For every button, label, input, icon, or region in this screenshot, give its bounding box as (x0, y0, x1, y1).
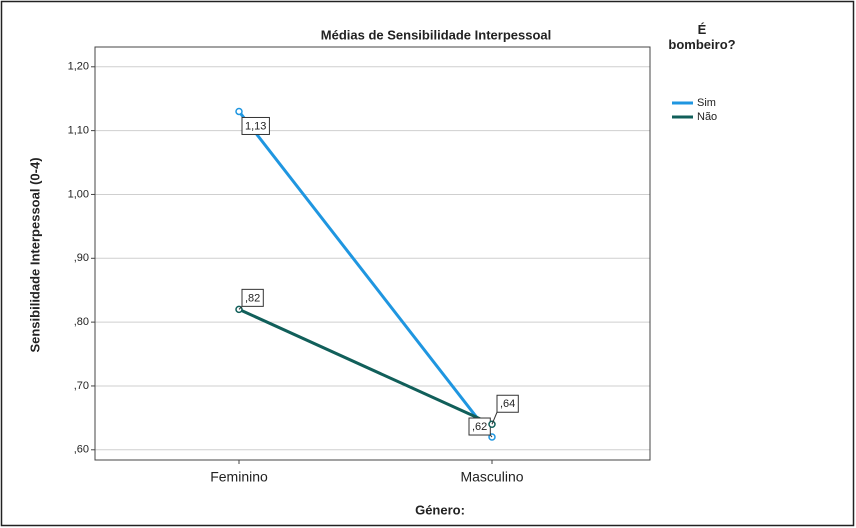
data-label-box (241, 116, 270, 135)
legend-title: É bombeiro? (668, 22, 736, 52)
data-label: ,62 (468, 417, 493, 438)
data-label: ,82 (238, 288, 264, 310)
plot-frame (94, 46, 651, 461)
chart-title: Médias de Sensibilidade Interpessoal (321, 27, 551, 42)
data-label: ,64 (491, 394, 519, 425)
y-tick-label: ,80 (74, 316, 89, 328)
x-axis-label: Género: (415, 502, 465, 517)
data-label-text: ,64 (500, 398, 515, 410)
series-line (237, 110, 494, 438)
y-tick-label: 1,20 (68, 61, 89, 73)
x-tick-label: Masculino (460, 469, 523, 485)
legend-label: Sim (697, 97, 716, 109)
data-label-box (241, 288, 264, 307)
y-tick-label: ,60 (74, 444, 89, 456)
legend-label: Não (697, 111, 717, 123)
data-label-leader (238, 306, 243, 310)
data-label-leader (491, 412, 498, 425)
y-tick-label: ,70 (74, 380, 89, 392)
y-tick-label: 1,00 (68, 188, 89, 200)
data-label-text: ,82 (245, 292, 260, 304)
y-axis-label: Sensibilidade Interpessoal (0-4) (27, 157, 42, 352)
series-line (238, 307, 493, 426)
data-label-text: ,62 (472, 421, 487, 433)
x-tick-label: Feminino (210, 469, 268, 485)
point-marker (235, 107, 243, 116)
data-label-leader (489, 434, 493, 438)
data-label-text: 1,13 (245, 120, 266, 132)
data-label-box (496, 394, 519, 413)
data-label: 1,13 (241, 116, 270, 135)
y-tick-label: 1,10 (68, 125, 89, 137)
y-tick-label: ,90 (74, 252, 89, 264)
